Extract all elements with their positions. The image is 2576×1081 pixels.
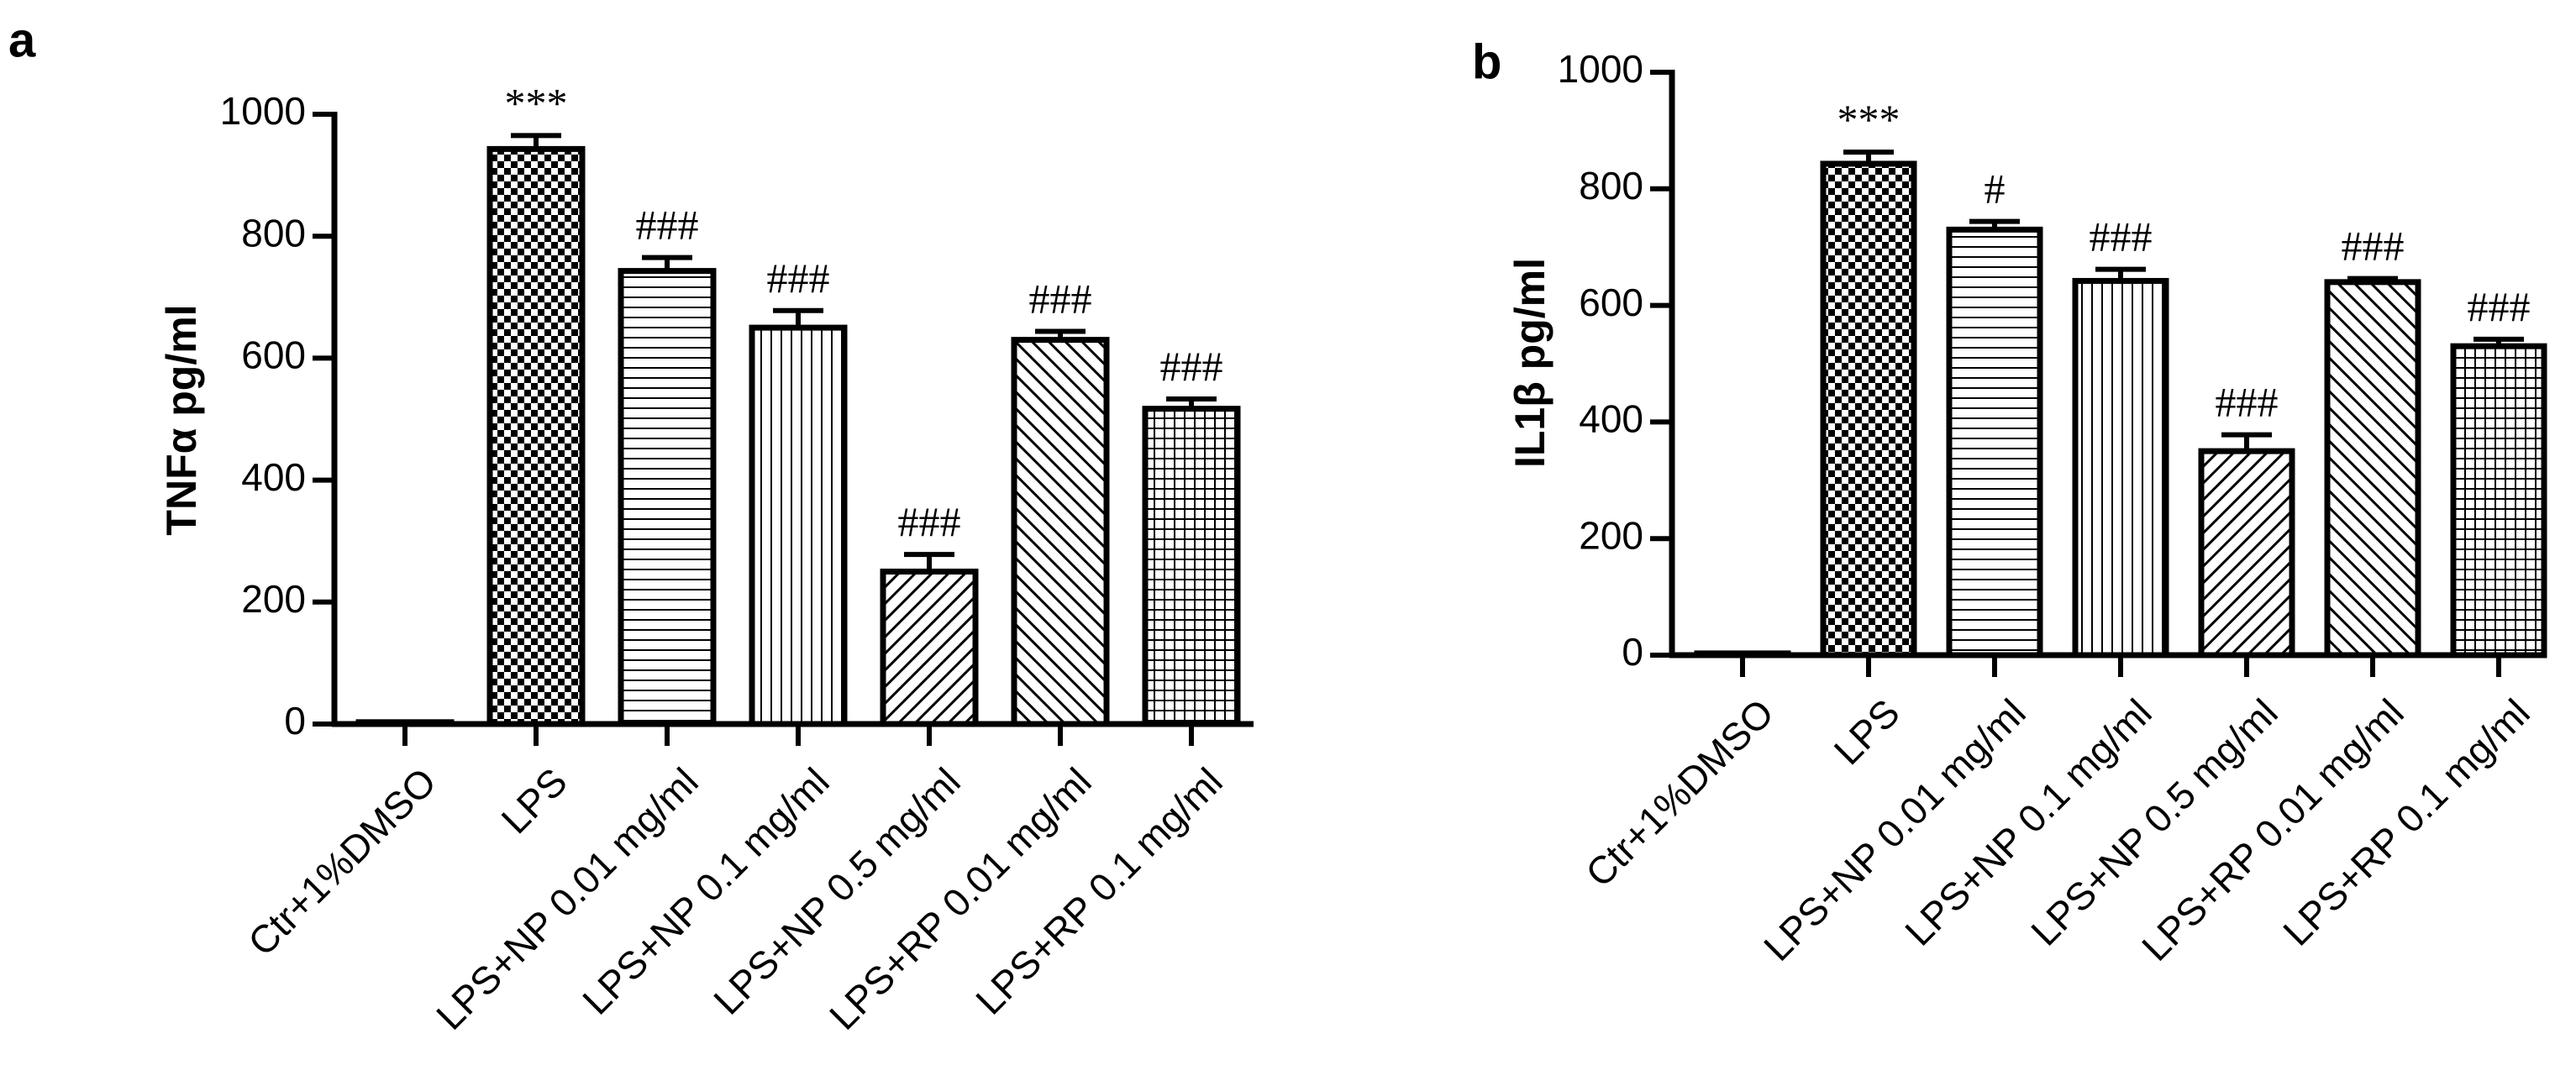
y-tick-label: 600 [241,333,306,377]
y-tick-label: 800 [1579,164,1643,207]
bar [355,719,455,727]
significance-label: ### [2468,283,2531,330]
x-category-label: Ctr+1%DMSO [239,759,444,964]
significance-label: ### [2216,379,2279,426]
bar [2198,448,2295,659]
x-category-label: LPS+RP 0.01 mg/ml [821,759,1100,1038]
y-tick-label: 400 [1579,397,1643,441]
x-category-label: LPS+NP 0.5 mg/ml [2022,690,2286,954]
y-axis-title: TNFα pg/ml [158,304,205,535]
x-category-label: LPS+RP 0.1 mg/ml [2274,690,2538,954]
bar [1946,226,2043,659]
significance-label: ### [2342,223,2405,270]
bar [618,268,717,727]
y-tick-label: 400 [241,455,306,499]
significance-label: ### [1160,343,1223,390]
significance-label: *** [505,79,568,126]
y-tick-label: 600 [1579,281,1643,324]
bar [1820,160,1917,659]
bar [486,145,586,727]
significance-label: ### [767,255,830,302]
x-category-label: LPS+NP 0.1 mg/ml [574,759,838,1023]
bar [880,569,979,727]
y-tick-label: 800 [241,211,306,255]
significance-label: ### [1029,275,1092,322]
bar [2324,279,2421,659]
bar [1011,337,1110,727]
significance-label: ### [636,202,699,249]
y-tick-label: 200 [1579,513,1643,557]
significance-label: ### [898,498,961,545]
y-tick-label: 1000 [1558,47,1643,91]
x-category-label: LPS [1826,690,1908,773]
y-tick-label: 0 [1622,630,1643,674]
x-category-label: LPS+NP 0.1 mg/ml [1896,690,2160,954]
bar [1142,406,1241,727]
bar [2072,277,2169,659]
x-category-label: Ctr+1%DMSO [1577,690,1782,895]
y-tick-label: 1000 [220,89,306,133]
y-tick-label: 0 [284,699,306,743]
x-category-label: LPS+RP 0.1 mg/ml [967,759,1231,1023]
bar [1694,650,1791,659]
panel-label-b: b [1472,34,1501,89]
x-category-label: LPS+NP 0.01 mg/ml [428,759,707,1038]
bar [749,324,848,727]
panel-label-a: a [8,13,36,67]
y-axis-title: IL1β pg/ml [1506,258,1553,468]
y-tick-label: 200 [241,577,306,621]
x-category-label: LPS [493,759,576,842]
bar [2450,343,2547,659]
x-category-label: LPS+NP 0.5 mg/ml [705,759,969,1023]
significance-label: *** [1837,96,1900,143]
significance-label: # [1985,165,2006,213]
significance-label: ### [2090,213,2153,260]
